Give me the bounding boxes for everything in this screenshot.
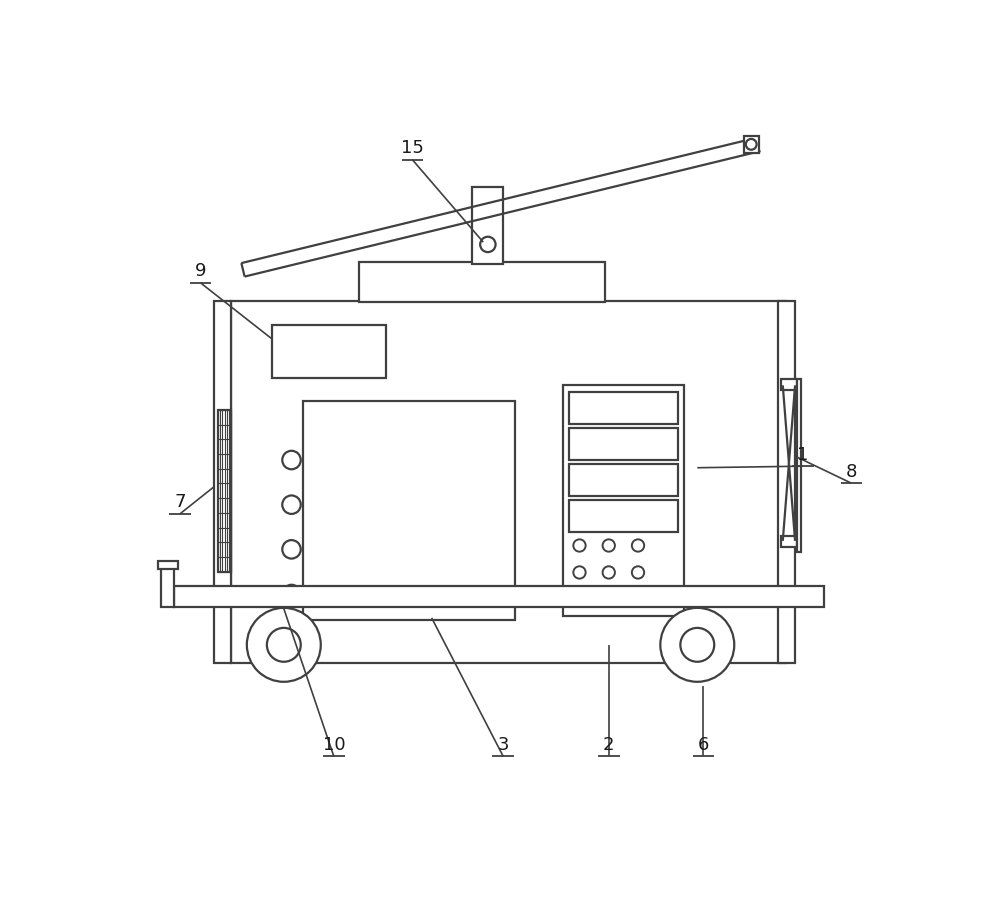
Bar bbox=[569, 500, 678, 533]
Text: 8: 8 bbox=[846, 462, 857, 481]
Circle shape bbox=[247, 608, 321, 682]
Circle shape bbox=[680, 628, 714, 662]
Bar bbox=[778, 301, 795, 663]
Bar bbox=[358, 262, 605, 303]
Text: 9: 9 bbox=[195, 262, 206, 281]
Bar bbox=[214, 301, 231, 663]
Bar bbox=[472, 186, 503, 263]
Text: 10: 10 bbox=[323, 736, 345, 754]
Circle shape bbox=[746, 139, 757, 150]
Circle shape bbox=[480, 237, 496, 252]
Circle shape bbox=[573, 539, 586, 552]
Bar bbox=[158, 561, 178, 569]
Circle shape bbox=[282, 451, 301, 469]
Text: 3: 3 bbox=[498, 736, 509, 754]
Circle shape bbox=[267, 628, 301, 662]
Bar bbox=[781, 379, 797, 390]
Bar bbox=[569, 391, 678, 424]
Bar bbox=[218, 410, 231, 571]
Bar bbox=[569, 428, 678, 460]
Circle shape bbox=[632, 539, 644, 552]
Circle shape bbox=[282, 540, 301, 558]
Text: 6: 6 bbox=[698, 736, 709, 754]
Bar bbox=[569, 464, 678, 496]
Bar bbox=[174, 586, 824, 607]
Text: 2: 2 bbox=[603, 736, 614, 754]
Bar bbox=[303, 400, 515, 621]
Circle shape bbox=[573, 567, 586, 579]
Bar bbox=[797, 379, 801, 552]
Bar bbox=[781, 537, 797, 547]
Circle shape bbox=[282, 585, 301, 603]
Text: 7: 7 bbox=[174, 494, 186, 511]
Text: 1: 1 bbox=[797, 446, 808, 463]
Bar bbox=[272, 325, 386, 377]
Bar bbox=[231, 301, 786, 663]
Bar bbox=[744, 136, 759, 153]
Circle shape bbox=[603, 567, 615, 579]
Text: 15: 15 bbox=[401, 139, 424, 157]
Circle shape bbox=[632, 567, 644, 579]
Circle shape bbox=[603, 539, 615, 552]
Bar bbox=[563, 386, 684, 616]
Circle shape bbox=[660, 608, 734, 682]
Circle shape bbox=[282, 495, 301, 514]
Bar bbox=[161, 564, 174, 607]
